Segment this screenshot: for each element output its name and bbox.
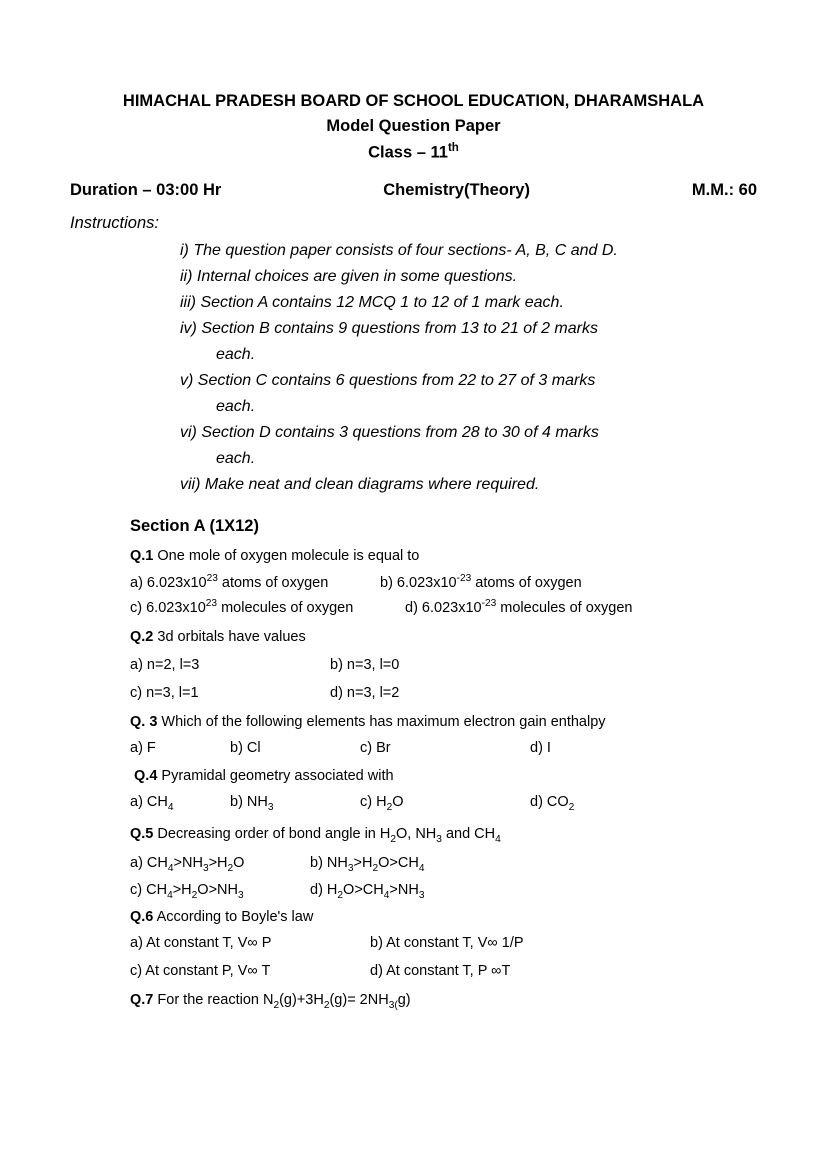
q1-text: Q.1 One mole of oxygen molecule is equal… (130, 546, 757, 566)
q3-opt-c: c) Br (360, 738, 530, 758)
instruction-v-b: each. (180, 395, 757, 419)
instruction-iii: iii) Section A contains 12 MCQ 1 to 12 o… (180, 291, 757, 315)
instruction-ii: ii) Internal choices are given in some q… (180, 265, 757, 289)
instruction-vii: vii) Make neat and clean diagrams where … (180, 473, 757, 497)
q2-opt-c: c) n=3, l=1 (130, 683, 330, 703)
q3-opt-a: a) F (130, 738, 230, 758)
duration: Duration – 03:00 Hr (70, 179, 221, 202)
question-4: Q.4 Pyramidal geometry associated with a… (130, 766, 757, 815)
q4-opt-b: b) NH3 (230, 792, 360, 815)
q4-opt-a: a) CH4 (130, 792, 230, 815)
board-name: HIMACHAL PRADESH BOARD OF SCHOOL EDUCATI… (70, 90, 757, 113)
q6-opt-c: c) At constant P, V∞ T (130, 961, 370, 981)
subject: Chemistry(Theory) (383, 179, 530, 202)
q1-opt-a: a) 6.023x1023 atoms of oxygen (130, 572, 380, 593)
question-1: Q.1 One mole of oxygen molecule is equal… (130, 546, 757, 619)
class-line: Class – 11th (70, 140, 757, 165)
document-header: HIMACHAL PRADESH BOARD OF SCHOOL EDUCATI… (70, 90, 757, 165)
q6-opt-d: d) At constant T, P ∞T (370, 961, 510, 981)
q4-num: Q.4 (134, 768, 157, 784)
class-suffix: th (448, 142, 459, 154)
q2-opt-d: d) n=3, l=2 (330, 683, 399, 703)
instruction-vi-a: vi) Section D contains 3 questions from … (180, 421, 757, 445)
question-7: Q.7 For the reaction N2(g)+3H2(g)= 2NH3(… (130, 990, 757, 1013)
q7-num: Q.7 (130, 992, 153, 1008)
q3-opt-b: b) Cl (230, 738, 360, 758)
q5-opt-b: b) NH3>H2O>CH4 (310, 853, 424, 876)
q1-num: Q.1 (130, 548, 153, 564)
instructions-list: i) The question paper consists of four s… (180, 239, 757, 497)
section-a-title: Section A (1X12) (130, 515, 757, 538)
q4-opt-d: d) CO2 (530, 792, 574, 815)
q4-text: Q.4 Pyramidal geometry associated with (130, 766, 757, 786)
instruction-iv-b: each. (180, 343, 757, 367)
q3-opt-d: d) I (530, 738, 551, 758)
instruction-v-a: v) Section C contains 6 questions from 2… (180, 369, 757, 393)
instruction-i: i) The question paper consists of four s… (180, 239, 757, 263)
q2-num: Q.2 (130, 629, 153, 645)
q6-opt-b: b) At constant T, V∞ 1/P (370, 933, 524, 953)
q4-opt-c: c) H2O (360, 792, 530, 815)
q1-opt-b: b) 6.023x10-23 atoms of oxygen (380, 572, 582, 593)
q3-text: Q. 3 Which of the following elements has… (130, 712, 757, 732)
q5-opt-d: d) H2O>CH4>NH3 (310, 880, 424, 903)
instruction-iv-a: iv) Section B contains 9 questions from … (180, 317, 757, 341)
instructions-label: Instructions: (70, 212, 757, 235)
question-3: Q. 3 Which of the following elements has… (130, 712, 757, 759)
question-5: Q.5 Decreasing order of bond angle in H2… (130, 824, 757, 903)
q7-text: Q.7 For the reaction N2(g)+3H2(g)= 2NH3(… (130, 990, 757, 1013)
q3-num: Q. 3 (130, 714, 157, 730)
q2-text: Q.2 3d orbitals have values (130, 627, 757, 647)
max-marks: M.M.: 60 (692, 179, 757, 202)
q1-opt-c: c) 6.023x1023 molecules of oxygen (130, 597, 405, 618)
q2-opt-a: a) n=2, l=3 (130, 655, 330, 675)
q5-opt-c: c) CH4>H2O>NH3 (130, 880, 310, 903)
meta-row: Duration – 03:00 Hr Chemistry(Theory) M.… (70, 179, 757, 202)
q2-opt-b: b) n=3, l=0 (330, 655, 399, 675)
question-2: Q.2 3d orbitals have values a) n=2, l=3 … (130, 627, 757, 704)
q6-num: Q.6 (130, 909, 153, 925)
paper-type: Model Question Paper (70, 115, 757, 138)
question-6: Q.6 According to Boyle's law a) At const… (130, 907, 757, 982)
q1-opt-d: d) 6.023x10-23 molecules of oxygen (405, 597, 632, 618)
instruction-vi-b: each. (180, 447, 757, 471)
q5-opt-a: a) CH4>NH3>H2O (130, 853, 310, 876)
q6-opt-a: a) At constant T, V∞ P (130, 933, 370, 953)
class-prefix: Class – 11 (368, 144, 448, 162)
q5-text: Q.5 Decreasing order of bond angle in H2… (130, 824, 757, 847)
q5-num: Q.5 (130, 826, 153, 842)
q6-text: Q.6 According to Boyle's law (130, 907, 757, 927)
